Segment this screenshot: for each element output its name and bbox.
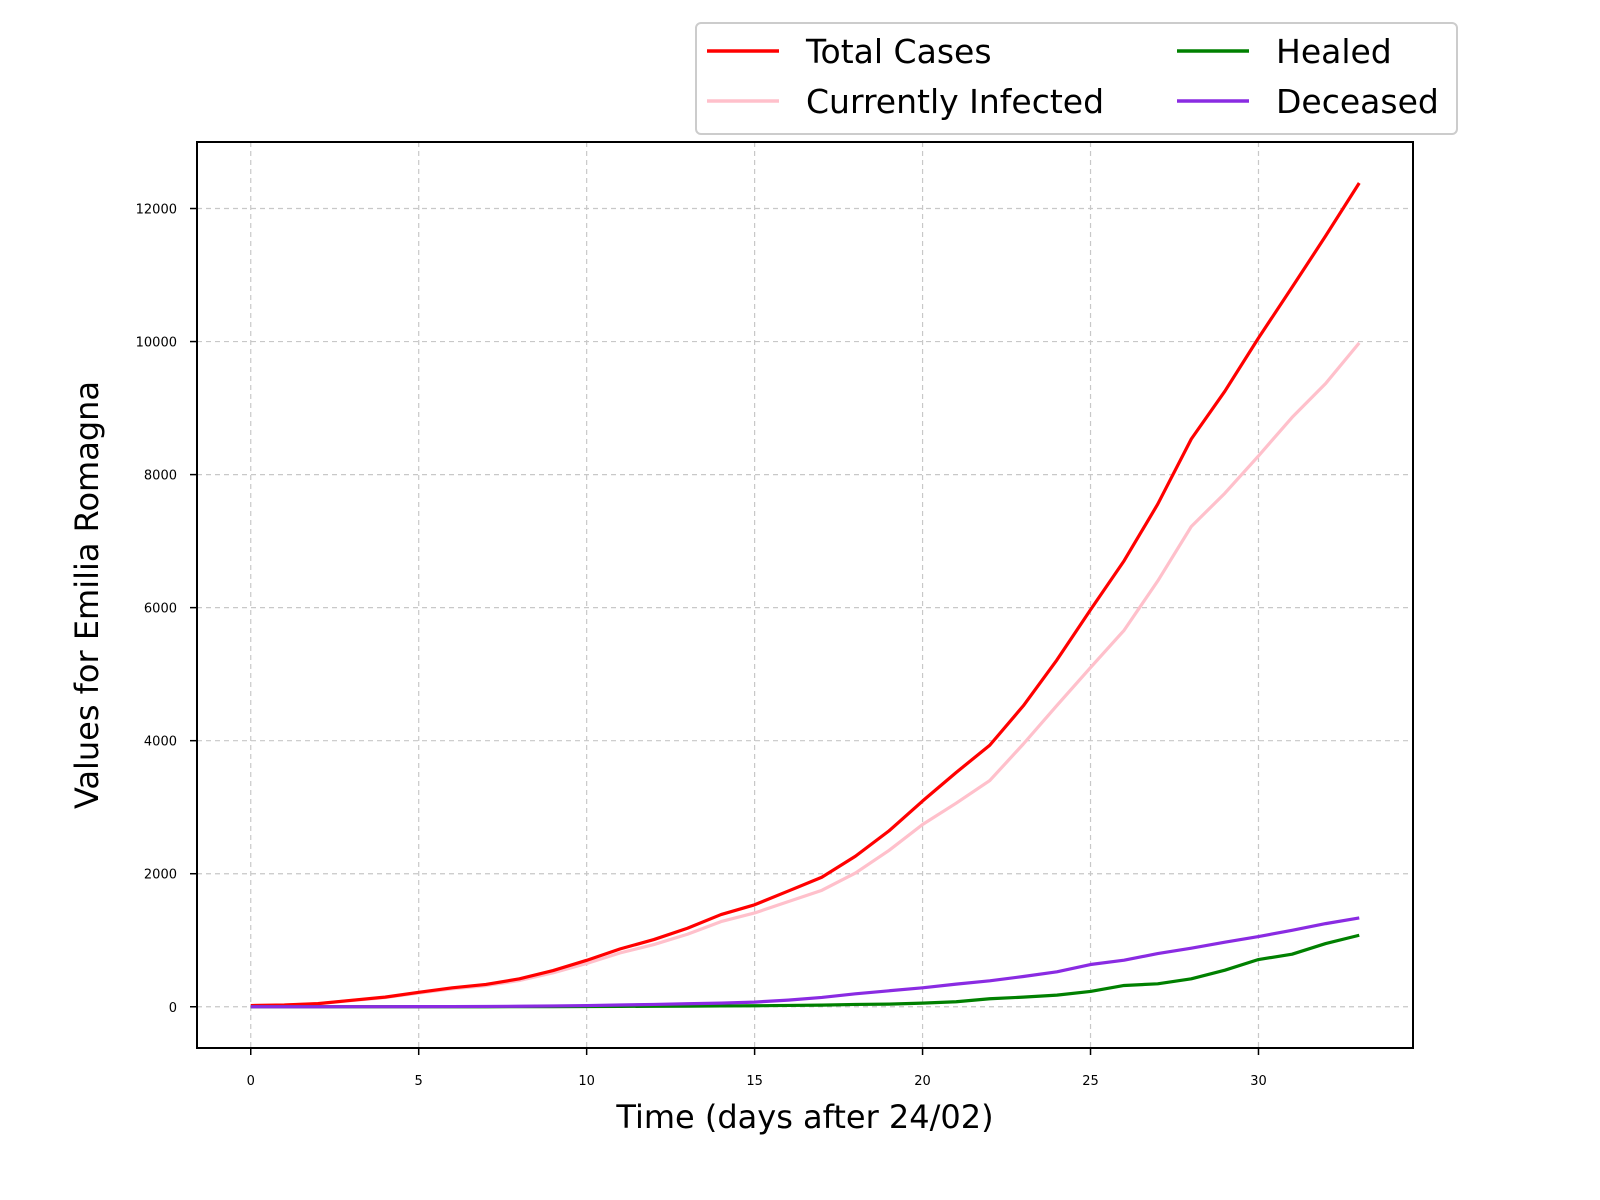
series-line-healed bbox=[250, 933, 1360, 1009]
y-tick-label: 0 bbox=[169, 1001, 177, 1016]
x-tick-label: 5 bbox=[415, 1074, 423, 1089]
y-tick-label: 2000 bbox=[144, 868, 177, 883]
grid bbox=[197, 142, 1413, 1048]
y-axis-ticks: 0 2000 4000 6000 8000 10000 12000 bbox=[136, 203, 197, 1016]
x-tick-label: 0 bbox=[247, 1074, 255, 1089]
legend: Total Cases Currently Infected Healed De… bbox=[695, 22, 1458, 135]
x-axis-ticks: 0 5 10 15 20 25 30 bbox=[247, 1048, 1267, 1089]
legend-label-currently-infected: Currently Infected bbox=[806, 82, 1104, 121]
series-line-total-cases bbox=[250, 182, 1361, 1008]
y-tick-label: 10000 bbox=[136, 336, 177, 351]
series-line-deceased bbox=[250, 916, 1360, 1009]
x-tick-label: 15 bbox=[746, 1074, 763, 1089]
series-lines bbox=[250, 182, 1361, 1009]
legend-label-healed: Healed bbox=[1276, 32, 1392, 71]
x-tick-label: 10 bbox=[578, 1074, 595, 1089]
legend-frame bbox=[695, 22, 1458, 135]
y-tick-label: 4000 bbox=[144, 735, 177, 750]
legend-label-total-cases: Total Cases bbox=[805, 32, 992, 71]
x-tick-label: 25 bbox=[1082, 1074, 1099, 1089]
y-tick-label: 12000 bbox=[136, 203, 177, 218]
x-tick-label: 30 bbox=[1250, 1074, 1267, 1089]
y-tick-label: 6000 bbox=[144, 602, 177, 617]
series-line-currently-infected bbox=[250, 341, 1361, 1008]
x-tick-label: 20 bbox=[914, 1074, 931, 1089]
y-tick-label: 8000 bbox=[144, 469, 177, 484]
legend-label-deceased: Deceased bbox=[1276, 82, 1439, 121]
x-axis-title: Time (days after 24/02) bbox=[615, 1098, 993, 1136]
y-axis-title: Values for Emilia Romagna bbox=[68, 381, 106, 809]
plot-area-frame bbox=[196, 141, 1414, 1049]
